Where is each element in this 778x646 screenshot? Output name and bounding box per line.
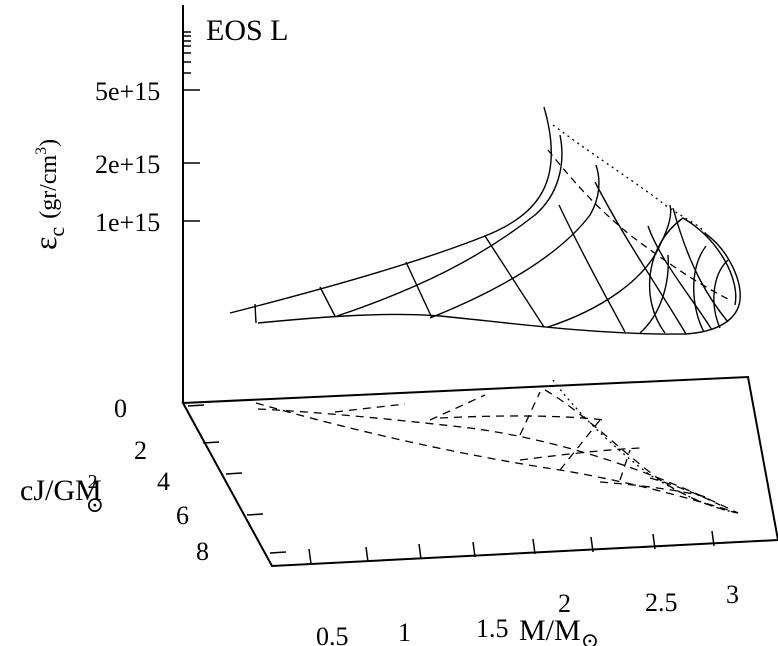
surface-grid-line <box>558 204 626 333</box>
x-tick <box>590 536 594 553</box>
z-axis-label: εc(gr/cm3) <box>27 139 69 250</box>
base-projection-dotted <box>552 379 739 514</box>
surface-cross-line <box>429 164 600 319</box>
z-tick-label: 1e+15 <box>95 208 160 237</box>
z-tick-label: 2e+15 <box>95 150 160 179</box>
surface-cross-line <box>713 259 729 329</box>
z-axis-ticks <box>183 31 200 222</box>
surface-grid-line <box>672 207 729 323</box>
y-tick <box>246 513 264 516</box>
surface-dashed-curve <box>547 149 731 301</box>
x-tick <box>365 546 369 563</box>
x-axis-ticks <box>308 530 715 565</box>
projection-grid <box>519 447 641 461</box>
x-tick <box>532 538 536 555</box>
surface-grid-line <box>647 225 713 331</box>
base-projection <box>255 389 739 514</box>
x-tick <box>652 533 656 550</box>
y-axis-ticks <box>187 404 287 554</box>
surface-grid-line <box>254 303 257 324</box>
surface-bottom-edge <box>257 233 741 335</box>
nonrotating-limit-curve <box>552 124 707 235</box>
projection-outline <box>255 402 739 514</box>
x-tick-label: 0.5 <box>316 622 349 646</box>
projection-grid <box>649 477 721 506</box>
projection-grid <box>619 449 631 481</box>
base-plane <box>181 375 778 568</box>
projection-grid <box>519 391 541 436</box>
projection-outline <box>257 408 739 514</box>
y-tick-label: 8 <box>196 537 209 566</box>
y-axis-label: cJ/GM2 ⊙ <box>20 471 104 517</box>
x-tick <box>308 548 312 565</box>
y-tick <box>225 472 243 475</box>
y-tick-label: 6 <box>176 501 189 530</box>
projection-grid <box>439 415 606 421</box>
x-tick-label: 2 <box>558 589 571 618</box>
projection-grid <box>559 419 601 471</box>
surface-grid-line <box>594 181 687 335</box>
surface-cross-line <box>639 254 669 334</box>
y-tick <box>187 404 205 407</box>
projection-outline <box>544 389 739 514</box>
svg-text:εc(gr/cm3): εc(gr/cm3) <box>27 139 69 250</box>
y-tick-label: 2 <box>134 436 147 465</box>
projection-grid <box>334 403 406 413</box>
y-tick-label: 0 <box>114 394 127 423</box>
surface-cross-line <box>648 217 737 334</box>
projection-grid <box>429 394 486 421</box>
surface-outer-edge <box>229 106 553 314</box>
x-tick-label: 1 <box>398 618 411 646</box>
surface-cross-line <box>693 245 707 333</box>
y-tick <box>269 551 287 554</box>
surface-cross-line <box>336 134 563 317</box>
x-tick <box>418 543 422 560</box>
y-tick <box>202 441 220 444</box>
surface-grid-line <box>484 235 545 328</box>
x-tick-label: 3 <box>726 580 739 609</box>
x-tick-label: 2.5 <box>645 588 678 617</box>
x-axis-label: M/M⊙ <box>519 614 599 646</box>
surface-wireframe <box>229 106 741 335</box>
y-tick-label: 4 <box>157 467 170 496</box>
surface-grid-line <box>319 286 336 317</box>
surface-grid-line <box>405 261 433 319</box>
chart-title: EOS L <box>206 14 289 47</box>
z-tick-label: 5e+15 <box>95 77 160 106</box>
x-tick <box>711 530 715 547</box>
projection-grid <box>599 481 711 499</box>
x-tick-label: 1.5 <box>476 614 509 643</box>
x-tick <box>472 541 476 558</box>
